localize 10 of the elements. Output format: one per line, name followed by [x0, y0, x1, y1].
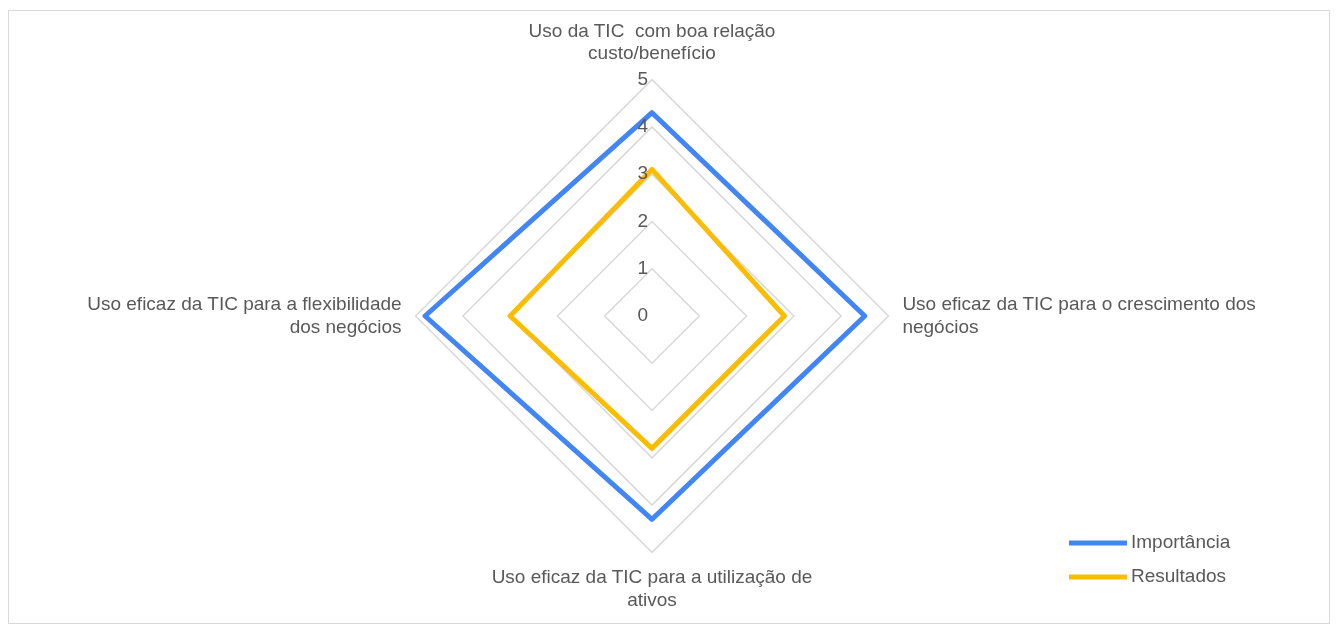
y-tick-label: 5	[637, 67, 648, 89]
spoke-label: Uso eficaz da TIC para a flexibilidade dos negócios	[87, 292, 402, 337]
spoke-label: Uso da TIC com boa relação custo/benefício	[528, 19, 776, 64]
y-tick-label: 0	[637, 304, 648, 326]
spoke-label: Uso eficaz da TIC para o crescimento dos negócios	[902, 292, 1256, 337]
legend-label: Importância	[1131, 531, 1231, 553]
y-tick-label: 1	[637, 256, 648, 278]
legend-label: Resultados	[1131, 565, 1227, 587]
y-tick-label: 2	[637, 209, 648, 231]
spoke-label: Uso eficaz da TIC para a utilização de ativos	[491, 566, 813, 610]
